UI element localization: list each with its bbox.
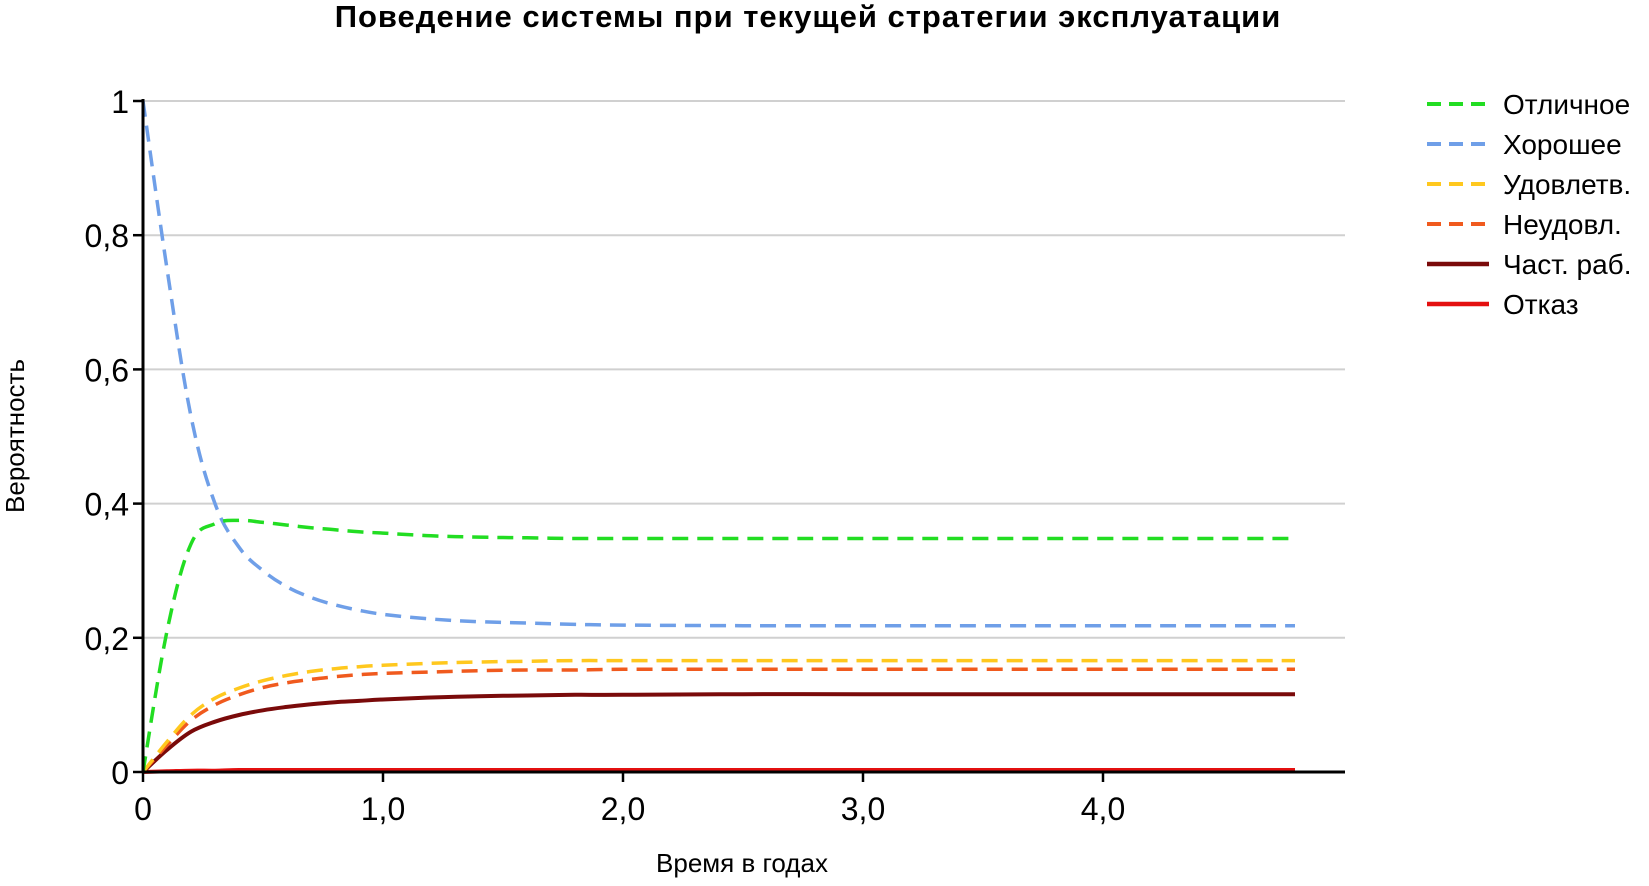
x-axis-label: Время в годах (656, 848, 828, 878)
legend-label-отличное: Отличное (1503, 89, 1630, 120)
series-line-удовлетв (141, 658, 1295, 774)
x-tick-label: 1,0 (361, 791, 405, 827)
series-line-неудовл (141, 667, 1295, 774)
chart-title: Поведение системы при текущей стратегии … (335, 0, 1282, 34)
y-tick-label: 0 (111, 755, 129, 791)
series-line-отличное (141, 518, 1295, 773)
axes (141, 99, 1345, 774)
legend-label-хорошее: Хорошее (1503, 129, 1622, 160)
legend-label-част-раб: Част. раб. (1503, 249, 1631, 280)
series-line-хорошее (141, 100, 1295, 628)
x-tick-label: 2,0 (601, 791, 645, 827)
x-tick-label: 0 (134, 791, 152, 827)
y-tick-label: 0,6 (85, 352, 129, 388)
series-lines (141, 100, 1295, 774)
legend-label-удовлетв: Удовлетв. (1503, 169, 1631, 200)
series-line-част-раб (141, 692, 1295, 774)
y-tick-label: 0,8 (85, 218, 129, 254)
grid-lines (143, 100, 1345, 639)
y-axis-label: Вероятность (0, 359, 30, 513)
y-tick-label: 0,2 (85, 621, 129, 657)
series-line-отказ (142, 767, 1295, 774)
y-tick-label: 0,4 (85, 487, 129, 523)
x-tick-label: 3,0 (841, 791, 885, 827)
legend-label-неудовл: Неудовл. (1503, 209, 1622, 240)
legend-label-отказ: Отказ (1503, 289, 1579, 320)
ticks: 0 0,2 0,4 0,6 0,8 1 0 1,0 2,0 3,0 4,0 (85, 84, 1126, 827)
x-tick-label: 4,0 (1081, 791, 1125, 827)
y-tick-label: 1 (111, 84, 129, 120)
legend: Отличное Хорошее Удовлетв. Неудовл. Част. ра… (1427, 89, 1631, 320)
